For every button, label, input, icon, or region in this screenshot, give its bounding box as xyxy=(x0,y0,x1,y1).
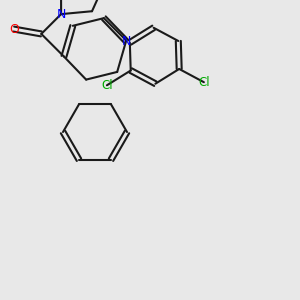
Text: N: N xyxy=(122,35,131,48)
Text: Cl: Cl xyxy=(198,76,210,89)
Text: Cl: Cl xyxy=(101,79,113,92)
Text: O: O xyxy=(9,22,19,36)
Text: N: N xyxy=(56,8,66,21)
